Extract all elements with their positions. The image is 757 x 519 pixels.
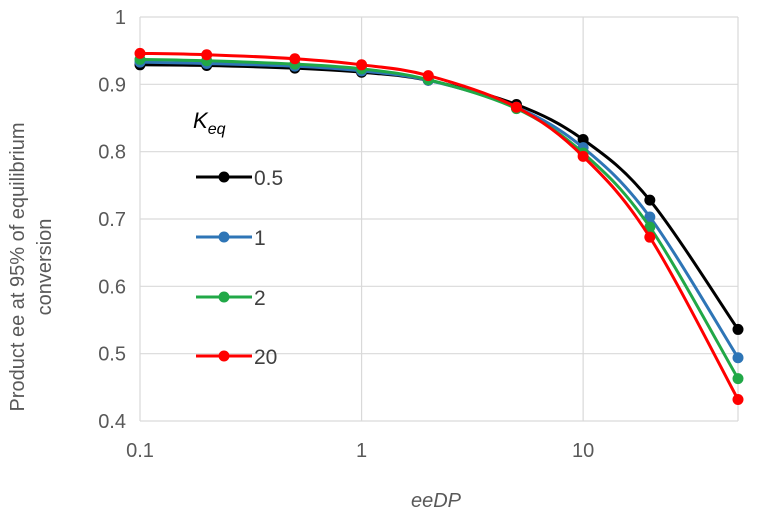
series-group xyxy=(134,47,744,405)
legend-item-20: 20 xyxy=(196,346,277,369)
y-axis-title: Product ee at 95% of equilibrium convers… xyxy=(7,122,56,411)
legend-label: 1 xyxy=(254,227,266,250)
data-point xyxy=(422,70,434,82)
x-tick-label: 10 xyxy=(572,440,594,462)
legend: Keq 0.5 1 2 20 xyxy=(193,108,283,369)
legend-label: 20 xyxy=(254,346,277,369)
y-tick-label: 0.5 xyxy=(98,344,126,366)
data-point xyxy=(644,211,656,223)
data-point xyxy=(644,194,656,206)
x-axis-title: eeDP xyxy=(411,490,462,512)
legend-marker xyxy=(218,231,230,243)
legend-item-2: 2 xyxy=(196,287,266,310)
data-point xyxy=(201,49,213,61)
data-point xyxy=(732,373,744,385)
legend-label: 0.5 xyxy=(254,167,283,190)
data-point xyxy=(510,101,522,113)
y-tick-label: 0.7 xyxy=(98,209,126,231)
legend-marker xyxy=(218,171,230,183)
data-point xyxy=(134,47,146,59)
y-axis-ticks: 0.4 0.5 0.6 0.7 0.8 0.9 1 xyxy=(98,7,126,433)
legend-title-main: K xyxy=(193,108,209,133)
legend-title-subscript: eq xyxy=(208,121,226,138)
y-tick-label: 1 xyxy=(115,7,126,29)
y-axis-title-line2: conversion xyxy=(34,219,56,316)
y-tick-label: 0.9 xyxy=(98,74,126,96)
data-point xyxy=(577,150,589,162)
y-tick-label: 0.8 xyxy=(98,142,126,164)
data-point xyxy=(289,53,301,65)
data-point xyxy=(732,323,744,335)
x-tick-label: 1 xyxy=(356,440,367,462)
y-tick-label: 0.4 xyxy=(98,411,126,433)
legend-item-1: 1 xyxy=(196,227,266,250)
data-point xyxy=(356,59,368,71)
data-point xyxy=(644,231,656,243)
legend-item-0.5: 0.5 xyxy=(196,167,283,190)
legend-marker xyxy=(218,350,230,362)
data-point xyxy=(644,221,656,233)
legend-title: Keq xyxy=(193,108,226,138)
y-axis-title-line1: Product ee at 95% of equilibrium xyxy=(7,122,29,411)
legend-marker xyxy=(218,291,230,303)
y-tick-label: 0.6 xyxy=(98,276,126,298)
series-20 xyxy=(134,47,744,405)
data-point xyxy=(732,352,744,364)
x-axis-ticks: 0.1 1 10 xyxy=(126,440,594,462)
data-point xyxy=(577,134,589,146)
series-1 xyxy=(134,56,744,364)
x-tick-label: 0.1 xyxy=(126,440,154,462)
series-line xyxy=(139,60,740,359)
data-point xyxy=(732,393,744,405)
legend-label: 2 xyxy=(254,287,266,310)
